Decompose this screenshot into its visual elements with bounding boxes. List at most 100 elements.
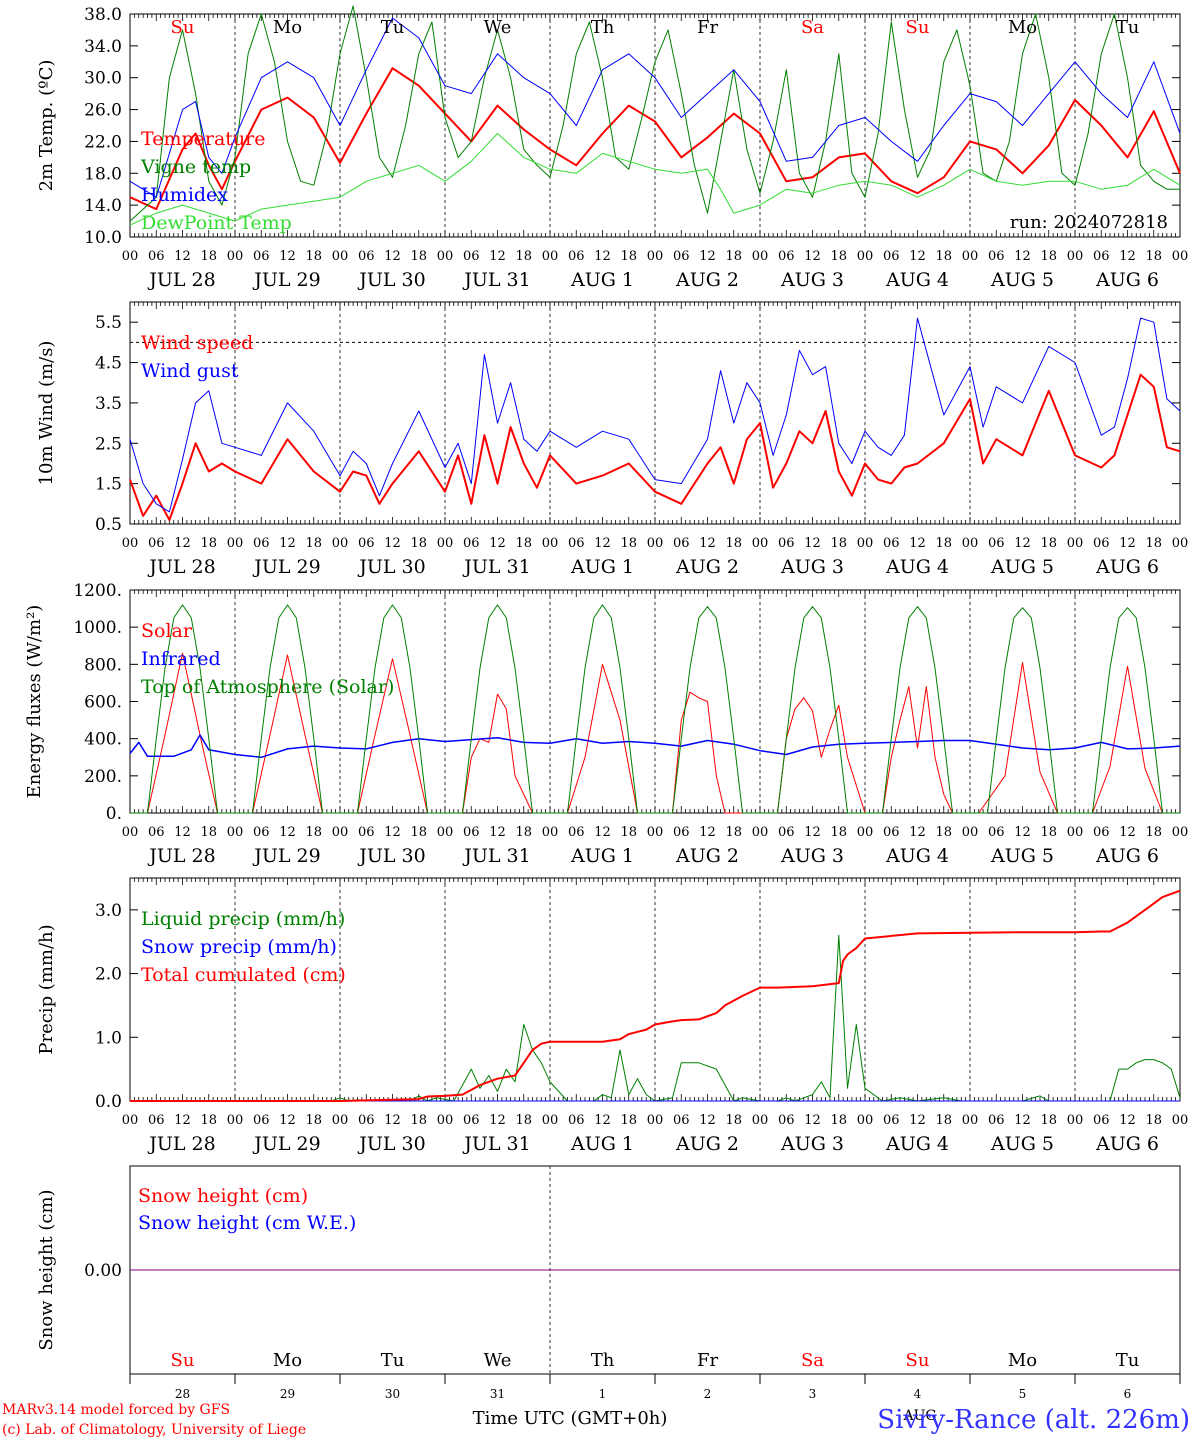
series-line-vigne-temp: [129, 5, 1180, 222]
hour-tick-label: 06: [778, 825, 795, 840]
hour-tick-label: 18: [515, 536, 532, 551]
plot-frame: [129, 589, 1181, 814]
hour-tick-label: 18: [620, 536, 637, 551]
hour-tick-label: 00: [227, 825, 244, 840]
hour-tick-label: 06: [253, 536, 270, 551]
y-tick-label: 0.5: [95, 515, 122, 535]
hour-tick-label: 12: [384, 825, 401, 840]
hour-tick-label: 00: [1067, 536, 1084, 551]
day-axis-label: JUL 29: [252, 269, 320, 291]
hour-tick-label: 00: [437, 825, 454, 840]
hour-tick-label: 00: [542, 536, 559, 551]
hour-tick-label: 06: [358, 536, 375, 551]
weekday-label: Sa: [801, 17, 824, 38]
panel-3: 00 06 12 18 JUL 28 00 06 12 18 JUL 29 00 06 12 18 JUL …: [24, 581, 1188, 867]
day-axis-label: AUG 3: [780, 556, 844, 578]
hour-tick-label: 18: [725, 825, 742, 840]
day-number-label: 5: [1019, 1387, 1027, 1401]
hour-tick-label: 18: [725, 1113, 742, 1128]
hour-tick-label: 12: [594, 1113, 611, 1128]
y-axis-title: 2m Temp. (ºC): [36, 60, 57, 192]
weekday-label: Th: [591, 17, 615, 38]
hour-tick-label: 18: [410, 249, 427, 264]
hour-tick-label: 18: [1145, 536, 1162, 551]
day-axis-label: JUL 31: [462, 845, 530, 867]
series-line-top-of-atmosphere-solar: [130, 604, 1180, 814]
hour-tick-label: 00: [647, 825, 664, 840]
hour-tick-label: 12: [909, 249, 926, 264]
hour-tick-label: 18: [620, 825, 637, 840]
hour-tick-label: 06: [568, 536, 585, 551]
hour-tick-label: 18: [935, 249, 952, 264]
legend-entry: Snow precip (mm/h): [141, 936, 337, 958]
day-axis-label: JUL 28: [147, 1133, 215, 1155]
legend-entry: Temperature: [141, 128, 265, 150]
legend-entry: Snow height (cm W.E.): [138, 1212, 356, 1234]
hour-tick-label: 00: [227, 249, 244, 264]
weekday-label: Th: [591, 1350, 615, 1371]
hour-tick-label: 12: [279, 536, 296, 551]
panel-2: 00 06 12 18 JUL 28 00 06 12 18 JUL 29 00 06 12 18 JUL …: [36, 301, 1189, 578]
legend-entry: Top of Atmosphere (Solar): [141, 676, 394, 698]
hour-tick-label: 18: [935, 536, 952, 551]
hour-tick-label: 06: [463, 825, 480, 840]
hour-tick-label: 18: [620, 1113, 637, 1128]
hour-tick-label: 00: [647, 1113, 664, 1128]
y-tick-label: 800.: [84, 655, 122, 675]
day-axis-label: AUG 2: [675, 845, 739, 867]
day-axis-label: AUG 4: [885, 556, 949, 578]
day-axis-label: AUG 5: [990, 845, 1054, 867]
hour-tick-label: 06: [463, 536, 480, 551]
hour-tick-label: 00: [1067, 1113, 1084, 1128]
legend-entry: Wind speed: [141, 332, 253, 354]
weekday-label: We: [484, 17, 512, 38]
hour-tick-label: 06: [253, 249, 270, 264]
day-axis-label: AUG 6: [1095, 845, 1159, 867]
hour-tick-label: 00: [332, 825, 349, 840]
legend-entry: Snow height (cm): [138, 1185, 308, 1207]
hour-tick-label: 06: [568, 249, 585, 264]
day-axis-label: JUL 30: [357, 556, 425, 578]
hour-tick-label: 18: [830, 1113, 847, 1128]
hour-tick-label: 12: [174, 536, 191, 551]
y-axis-title: Snow height (cm): [36, 1189, 57, 1350]
hour-tick-label: 18: [725, 249, 742, 264]
hour-tick-label: 06: [778, 536, 795, 551]
hour-tick-label: 12: [804, 249, 821, 264]
day-axis-label: AUG 2: [675, 556, 739, 578]
y-tick-label: 14.0: [84, 196, 122, 216]
hour-tick-label: 00: [647, 536, 664, 551]
hour-tick-label: 12: [489, 249, 506, 264]
hour-tick-label: 06: [1093, 249, 1110, 264]
day-number-label: 4: [914, 1387, 922, 1401]
legend-entry: Total cumulated (cm): [141, 964, 346, 986]
hour-tick-label: 00: [962, 825, 979, 840]
hour-tick-label: 12: [279, 1113, 296, 1128]
hour-tick-label: 12: [1119, 536, 1136, 551]
hour-tick-label: 06: [463, 1113, 480, 1128]
series-line-total-cumulated-cm: [130, 889, 1181, 1102]
hour-tick-label: 12: [594, 825, 611, 840]
hour-tick-label: 00: [1172, 536, 1189, 551]
hour-tick-label: 00: [752, 536, 769, 551]
day-axis-label: AUG 3: [780, 845, 844, 867]
y-tick-label: 3.5: [95, 394, 122, 414]
y-tick-label: 400.: [84, 730, 122, 750]
hour-tick-label: 06: [988, 1113, 1005, 1128]
day-axis-label: AUG 6: [1095, 1133, 1159, 1155]
day-number-label: 2: [704, 1387, 712, 1401]
hour-tick-label: 12: [489, 536, 506, 551]
hour-tick-label: 06: [988, 825, 1005, 840]
hour-tick-label: 18: [1040, 825, 1057, 840]
day-axis-label: AUG 3: [780, 269, 844, 291]
hour-tick-label: 00: [857, 536, 874, 551]
hour-tick-label: 12: [279, 249, 296, 264]
hour-tick-label: 06: [148, 536, 165, 551]
hour-tick-label: 06: [988, 249, 1005, 264]
day-axis-label: JUL 30: [357, 845, 425, 867]
hour-tick-label: 12: [699, 249, 716, 264]
day-axis-label: AUG 1: [570, 269, 634, 291]
hour-tick-label: 06: [358, 1113, 375, 1128]
hour-tick-label: 18: [830, 825, 847, 840]
